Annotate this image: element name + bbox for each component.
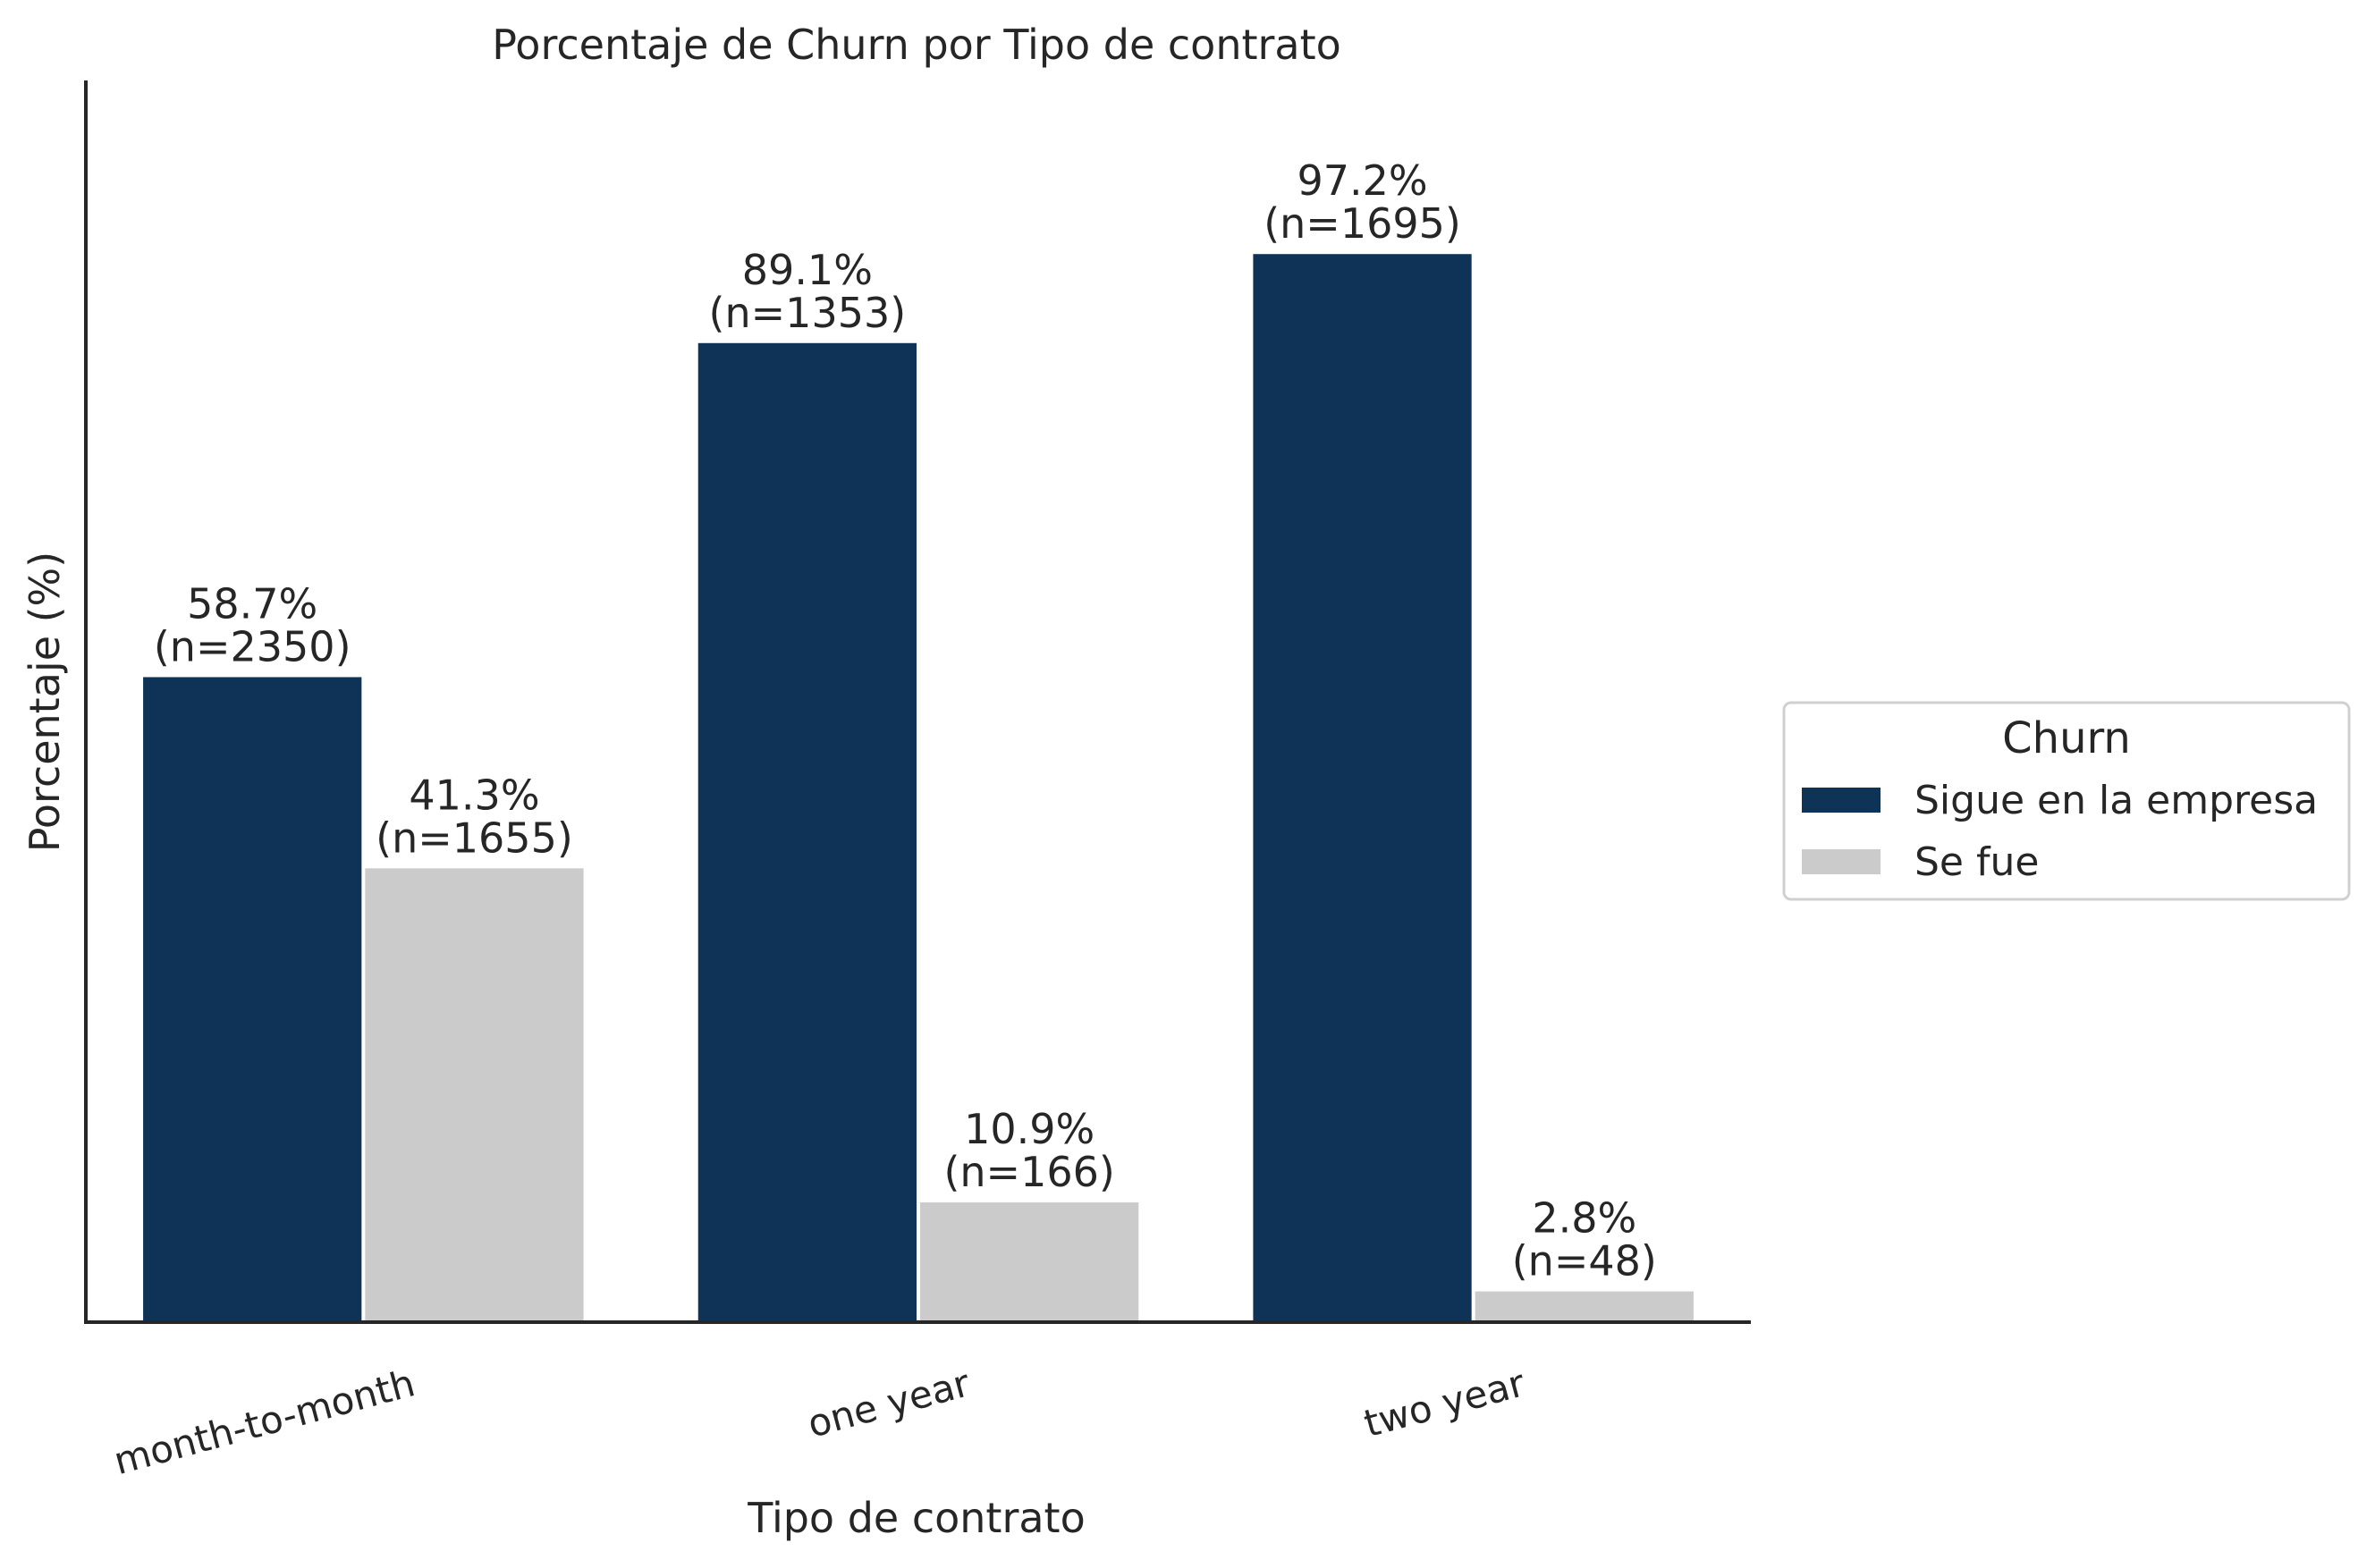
legend-swatch-se-fue [1802, 849, 1881, 874]
count-label-sigue-en-la-empresa-one-year: (n=1353) [709, 289, 907, 337]
legend-label-se-fue: Se fue [1914, 839, 2039, 885]
data-label-se-fue-two-year: 2.8% [1532, 1194, 1636, 1243]
count-label-se-fue-month-to-month: (n=1655) [376, 814, 573, 862]
y-axis-label: Porcentaje (%) [21, 552, 69, 852]
count-label-se-fue-two-year: (n=48) [1512, 1237, 1657, 1286]
x-axis-label: Tipo de contrato [747, 1494, 1085, 1542]
x-tick-labels: month-to-month one year two year [109, 1361, 1530, 1483]
x-tick-month-to-month: month-to-month [109, 1361, 419, 1483]
bar-sigue-en-la-empresa-two-year [1253, 254, 1472, 1323]
x-tick-one-year: one year [803, 1361, 975, 1446]
data-label-sigue-en-la-empresa-month-to-month: 58.7% [187, 579, 317, 628]
legend-title: Churn [2002, 713, 2131, 763]
bar-sigue-en-la-empresa-one-year [697, 342, 917, 1322]
legend-frame [1782, 701, 2351, 901]
legend-label-sigue: Sigue en la empresa [1914, 778, 2318, 823]
data-label-se-fue-month-to-month: 41.3% [409, 771, 539, 819]
count-label-sigue-en-la-empresa-month-to-month: (n=2350) [154, 622, 351, 670]
bar-se-fue-month-to-month [365, 868, 584, 1322]
data-label-sigue-en-la-empresa-one-year: 89.1% [742, 246, 873, 294]
count-label-sigue-en-la-empresa-two-year: (n=1695) [1264, 199, 1461, 248]
bar-se-fue-two-year [1475, 1291, 1694, 1322]
legend: Churn Sigue en la empresa Se fue [1782, 701, 2351, 901]
plot-area: 58.7%(n=2350) 41.3%(n=1655) 89.1%(n=1353) 1… [143, 156, 1694, 1323]
bar-se-fue-one-year [920, 1202, 1139, 1322]
data-label-se-fue-one-year: 10.9% [964, 1105, 1095, 1153]
legend-swatch-sigue [1802, 788, 1881, 813]
bar-sigue-en-la-empresa-month-to-month [143, 677, 362, 1322]
data-label-sigue-en-la-empresa-two-year: 97.2% [1297, 156, 1427, 205]
count-label-se-fue-one-year: (n=166) [943, 1148, 1114, 1196]
x-tick-two-year: two year [1359, 1361, 1530, 1446]
chart-title: Porcentaje de Churn por Tipo de contrato [492, 21, 1341, 69]
